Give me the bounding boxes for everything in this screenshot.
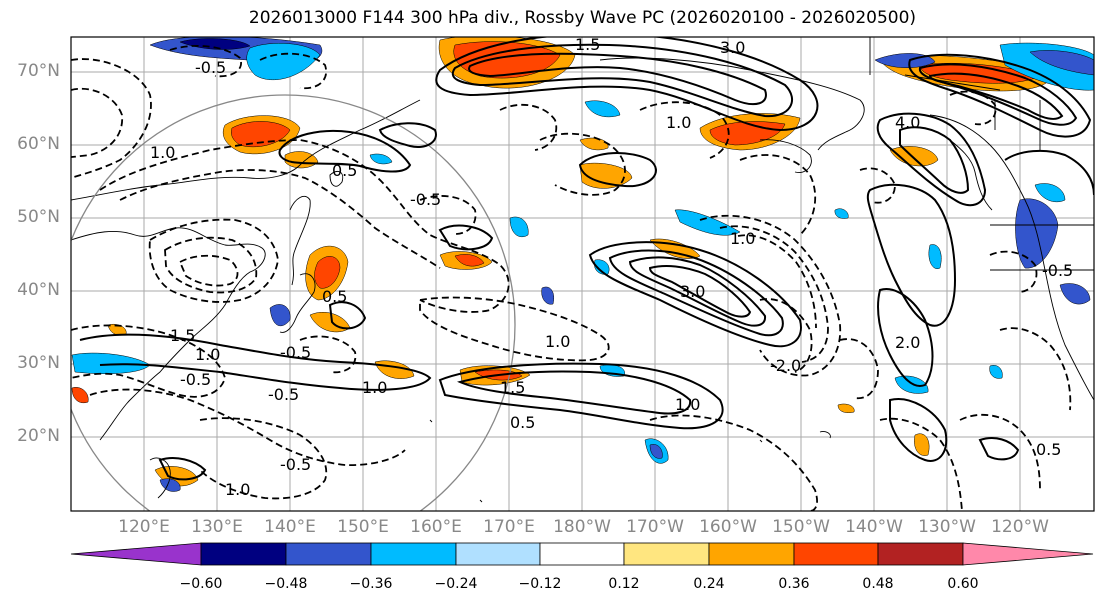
lon-label: 160°W xyxy=(699,517,757,537)
lat-label: 40°N xyxy=(17,280,60,300)
lat-label: 50°N xyxy=(17,207,60,227)
plot-frame xyxy=(70,36,1095,512)
colorbar-swatch xyxy=(370,542,457,566)
graticule xyxy=(71,37,1094,511)
lon-label: 170°E xyxy=(483,517,535,537)
negative-contours xyxy=(71,44,1072,511)
lon-label: 120°E xyxy=(118,517,170,537)
colorbar-tick-label: −0.36 xyxy=(349,576,393,592)
contour-label: 1.0 xyxy=(730,229,755,248)
lat-label: 70°N xyxy=(17,61,60,81)
colorbar-tick-label: 0.24 xyxy=(693,576,725,592)
contour-label: -0.5 xyxy=(410,190,441,209)
contour-label: 1.5 xyxy=(500,378,525,397)
map-title: 2026013000 F144 300 hPa div., Rossby Wav… xyxy=(248,8,917,28)
contour-label: 1.5 xyxy=(575,35,600,54)
contour-label: -0.5 xyxy=(268,385,299,404)
contour-label: 0.5 xyxy=(510,413,535,432)
contour-label: -0.5 xyxy=(280,455,311,474)
contour-labels: 1.5 3.0 -0.5 1.0 0.5 -0.5 0.5 1.5 1.0 -0… xyxy=(150,35,1073,499)
colorbar-tick-label: 0.12 xyxy=(608,576,640,592)
lon-label: 140°E xyxy=(264,517,316,537)
colorbar-swatch xyxy=(455,542,541,566)
colorbar-tick-label: −0.48 xyxy=(264,576,308,592)
lon-label: 130°W xyxy=(918,517,976,537)
colorbar-swatch xyxy=(539,542,625,566)
colorbar-tick-label: −0.24 xyxy=(434,576,478,592)
contour-label: 1.0 xyxy=(195,345,220,364)
lat-label: 20°N xyxy=(17,426,60,446)
colorbar-tick-label: −0.60 xyxy=(179,576,223,592)
colorbar-swatch xyxy=(623,542,710,566)
contour-label: 4.0 xyxy=(895,113,920,132)
lon-label: 160°E xyxy=(410,517,462,537)
lon-label: 140°W xyxy=(845,517,903,537)
colorbar-tick-label: 0.36 xyxy=(778,576,810,592)
positive-contours xyxy=(79,37,1094,481)
colorbar-swatch xyxy=(70,542,202,566)
lon-label: 150°E xyxy=(337,517,389,537)
contour-label: 1.0 xyxy=(225,480,250,499)
colorbar-tick-label: 0.48 xyxy=(862,576,894,592)
colorbar-tick-label: −0.12 xyxy=(518,576,562,592)
lon-label: 130°E xyxy=(191,517,243,537)
colorbar-swatch xyxy=(962,542,1094,566)
colorbar-swatch xyxy=(708,542,795,566)
contour-label: -0.5 xyxy=(180,370,211,389)
lon-label: 170°W xyxy=(626,517,684,537)
contour-label: 1.5 xyxy=(170,326,195,345)
contour-label: -0.5 xyxy=(195,58,226,77)
contour-label: 1.0 xyxy=(362,378,387,397)
lon-label: 180°W xyxy=(553,517,611,537)
lon-label: 120°W xyxy=(991,517,1049,537)
colorbar-swatch xyxy=(793,542,879,566)
contour-label: 2.0 xyxy=(895,333,920,352)
contour-label: -0.5 xyxy=(1042,261,1073,280)
colorbar-swatch xyxy=(877,542,964,566)
contour-label: -0.5 xyxy=(280,343,311,362)
lat-label: 30°N xyxy=(17,353,60,373)
contour-label: 1.0 xyxy=(666,113,691,132)
contour-label: 1.0 xyxy=(150,143,175,162)
lon-label: 150°W xyxy=(772,517,830,537)
contour-label: 3.0 xyxy=(680,282,705,301)
colorbar-swatch xyxy=(200,542,287,566)
contour-label: 0.5 xyxy=(1036,440,1061,459)
contour-label: -2.0 xyxy=(770,356,801,375)
contour-label: 3.0 xyxy=(720,38,745,57)
region-circle xyxy=(71,94,516,511)
contour-label: 0.5 xyxy=(332,161,357,180)
lat-label: 60°N xyxy=(17,134,60,154)
colorbar-tick-label: 0.60 xyxy=(947,576,979,592)
contour-label: 1.0 xyxy=(545,332,570,351)
coastlines xyxy=(71,37,1094,503)
contour-label: 0.5 xyxy=(322,287,347,306)
colorbar xyxy=(70,542,1094,566)
contour-label: 1.0 xyxy=(675,395,700,414)
colorbar-swatch xyxy=(285,542,372,566)
